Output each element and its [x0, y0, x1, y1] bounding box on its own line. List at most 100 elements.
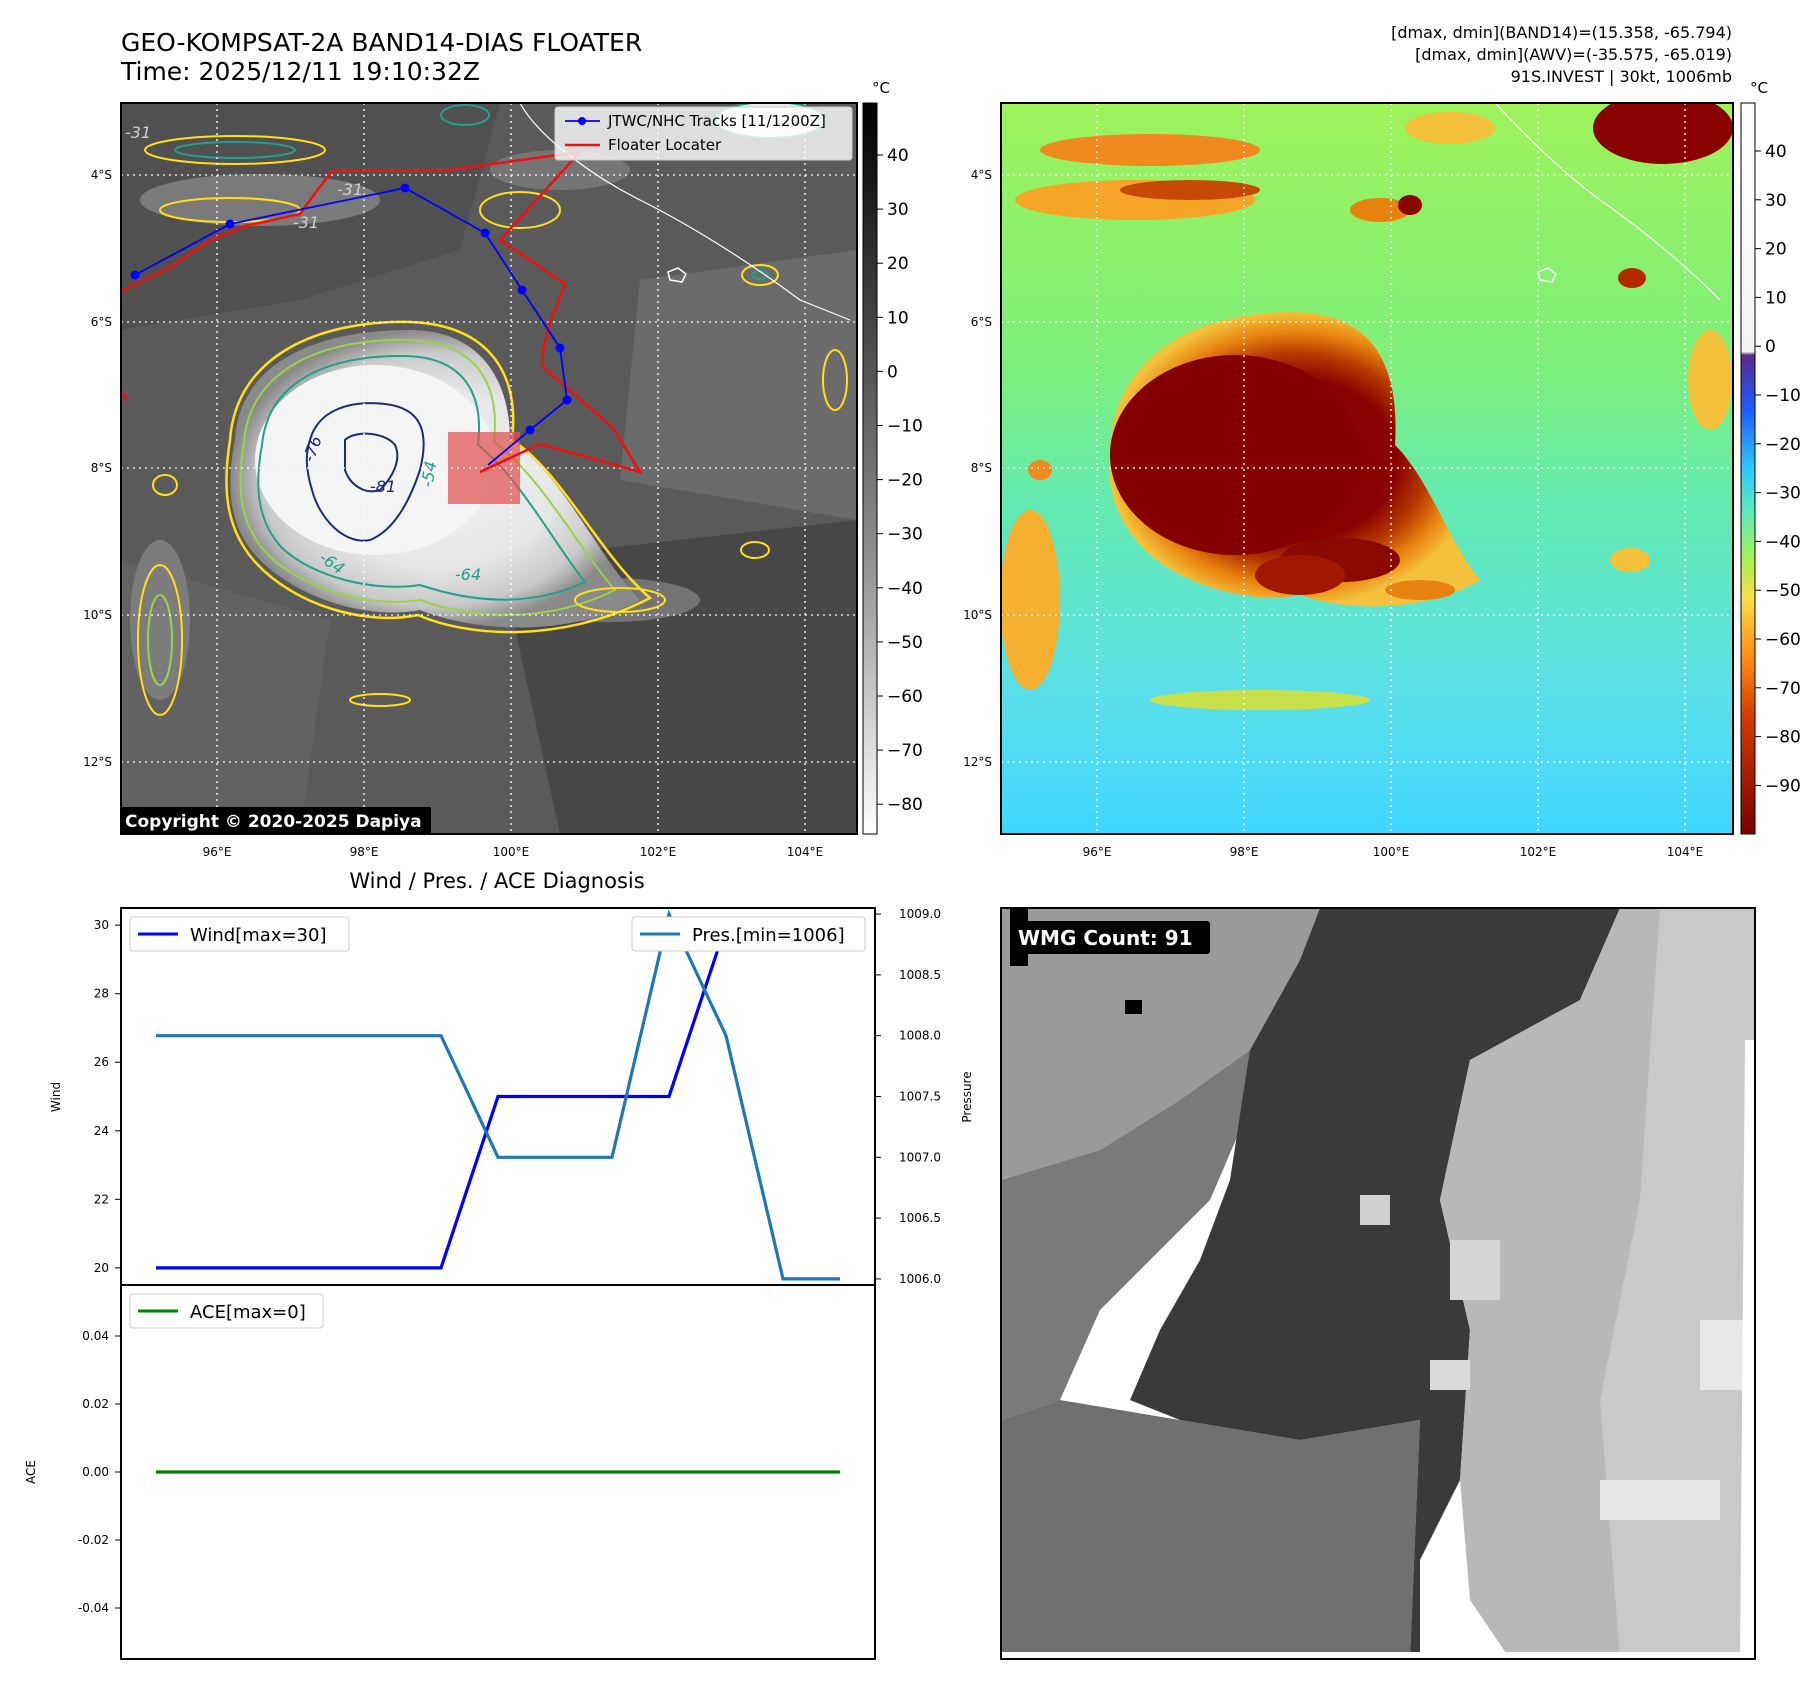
color-colorbar-tick: 20 — [1765, 240, 1787, 260]
info-line-1: [dmax, dmin](BAND14)=(15.358, -65.794) — [1391, 23, 1732, 42]
color-lat-labels: 4°S 6°S 8°S 10°S 12°S — [963, 168, 992, 769]
ace-tick-label: -0.02 — [78, 1533, 109, 1547]
floater-locater-path — [121, 150, 643, 475]
wind-tick-label: 28 — [94, 987, 109, 1001]
color-colorbar-tick: 10 — [1765, 288, 1787, 308]
wmg-count-label: WMG Count: 91 — [1018, 926, 1193, 950]
color-colorbar-tick: −80 — [1765, 728, 1801, 748]
ace-tick-label: 0.00 — [82, 1465, 109, 1479]
ir-colorbar-tick: −10 — [887, 417, 923, 437]
wind-tick-label: 26 — [94, 1055, 109, 1069]
legend-tracks: JTWC/NHC Tracks [11/1200Z] — [607, 112, 826, 130]
ir-colorbar-tick: −50 — [887, 633, 923, 653]
svg-text:104°E: 104°E — [1667, 845, 1704, 859]
ir-colorbar-tick: −70 — [887, 741, 923, 761]
color-enhanced-image — [1001, 103, 1733, 834]
ir-colorbar-tick: −80 — [887, 795, 923, 815]
ir-colorbar-unit: °C — [872, 79, 890, 97]
svg-text:98°E: 98°E — [1230, 845, 1259, 859]
wmg-image: WMG Count: 91 — [1001, 908, 1755, 1659]
pressure-tick-label: 1008.5 — [899, 968, 941, 982]
color-colorbar-unit: °C — [1750, 79, 1768, 97]
ir-colorbar-tick: −30 — [887, 525, 923, 545]
pressure-series-line — [156, 909, 840, 1281]
svg-text:100°E: 100°E — [493, 845, 530, 859]
contour-label: -54 — [417, 460, 440, 489]
ir-colorbar-tick: 0 — [887, 362, 898, 382]
ace-tick-label: -0.04 — [78, 1601, 109, 1615]
ir-satellite-image: -76 -81 -64 -64 -31 -31 -31 -54 — [121, 103, 857, 834]
wind-tick-label: 24 — [94, 1124, 109, 1138]
svg-text:Pres.[min=1006]: Pres.[min=1006] — [692, 925, 845, 946]
color-colorbar-tick: −10 — [1765, 386, 1801, 406]
contour-label: -31 — [125, 123, 151, 142]
color-colorbar-tick: −70 — [1765, 679, 1801, 699]
ir-lat-labels: 4°S 6°S 8°S 10°S 12°S — [83, 168, 112, 769]
svg-text:96°E: 96°E — [1083, 845, 1112, 859]
svg-text:10°S: 10°S — [963, 608, 992, 622]
color-colorbar-tick: 30 — [1765, 191, 1787, 211]
pressure-tick-label: 1006.0 — [899, 1272, 941, 1286]
copyright-box — [121, 807, 431, 834]
svg-text:4°S: 4°S — [971, 168, 992, 182]
color-colorbar-tick: −50 — [1765, 581, 1801, 601]
ir-colorbar-tick: 30 — [887, 200, 909, 220]
pressure-tick-label: 1008.0 — [899, 1029, 941, 1043]
contour-label: -81 — [370, 477, 396, 496]
svg-text:12°S: 12°S — [963, 755, 992, 769]
ir-satellite-panel: -76 -81 -64 -64 -31 -31 -31 -54 — [83, 79, 923, 859]
info-line-2: [dmax, dmin](AWV)=(-35.575, -65.019) — [1415, 45, 1732, 64]
ir-colorbar-tick: −60 — [887, 687, 923, 707]
svg-text:6°S: 6°S — [91, 315, 112, 329]
svg-text:6°S: 6°S — [971, 315, 992, 329]
contour-label: -64 — [455, 565, 481, 584]
ir-colorbar-tick: 40 — [887, 146, 909, 166]
wind-tick-label: 20 — [94, 1261, 109, 1275]
wind-axis-label: Wind — [49, 1082, 63, 1112]
svg-text:4°S: 4°S — [91, 168, 112, 182]
figure-time: Time: 2025/12/11 19:10:32Z — [120, 57, 480, 86]
svg-text:104°E: 104°E — [787, 845, 824, 859]
diagnosis-title: Wind / Pres. / ACE Diagnosis — [349, 869, 644, 893]
color-colorbar-tick: 40 — [1765, 142, 1787, 162]
svg-text:10°S: 10°S — [83, 608, 112, 622]
legend-wind: Wind[max=30] — [129, 916, 350, 952]
color-colorbar-tick: −90 — [1765, 776, 1801, 796]
pressure-tick-label: 1007.0 — [899, 1150, 941, 1164]
pressure-axis-label: Pressure — [960, 1071, 974, 1122]
legend-ace: ACE[max=0] — [129, 1293, 324, 1329]
svg-text:8°S: 8°S — [971, 461, 992, 475]
color-lon-labels: 96°E 98°E 100°E 102°E 104°E — [1083, 845, 1704, 859]
svg-text:96°E: 96°E — [203, 845, 232, 859]
ace-tick-label: 0.04 — [82, 1329, 109, 1343]
color-colorbar: °C 40 30 20 10 0 −10 −20 −30 −40 −50 −60 −70 −80 −90 — [1740, 79, 1801, 835]
copyright-text: Copyright © 2020-2025 Dapiya — [125, 812, 422, 832]
figure-title: GEO-KOMPSAT-2A BAND14-DIAS FLOATER — [121, 28, 642, 57]
wmg-frame — [1000, 907, 1756, 1660]
color-frame — [1000, 102, 1734, 835]
ace-tick-label: 0.02 — [82, 1397, 109, 1411]
wind-tick-label: 22 — [94, 1192, 109, 1206]
pressure-tick-label: 1009.0 — [899, 907, 941, 921]
ir-colorbar-tick: 20 — [887, 254, 909, 274]
legend-pressure: Pres.[min=1006] — [631, 916, 866, 952]
svg-text:Wind[max=30]: Wind[max=30] — [190, 925, 327, 946]
info-line-3: 91S.INVEST | 30kt, 1006mb — [1511, 67, 1732, 86]
svg-text:100°E: 100°E — [1373, 845, 1410, 859]
ir-colorbar-tick: 10 — [887, 308, 909, 328]
color-gridlines — [1001, 103, 1733, 834]
pressure-tick-label: 1006.5 — [899, 1211, 941, 1225]
svg-text:8°S: 8°S — [91, 461, 112, 475]
contour-label: -31 — [337, 180, 363, 199]
color-colorbar-tick: −60 — [1765, 630, 1801, 650]
ir-colorbar-tick: −40 — [887, 579, 923, 599]
color-enhanced-panel: 4°S 6°S 8°S 10°S 12°S 96°E 98°E 100°E 10… — [963, 79, 1801, 859]
color-colorbar-tick: −20 — [1765, 435, 1801, 455]
pressure-tick-label: 1007.5 — [899, 1090, 941, 1104]
svg-text:ACE[max=0]: ACE[max=0] — [190, 1302, 306, 1323]
ir-colorbar: °C 40 30 20 10 0 −10 −20 −30 −40 −50 −60 −70 −80 — [862, 79, 923, 835]
wmg-panel: WMG Count: 91 — [1000, 907, 1756, 1660]
color-colorbar-tick: −40 — [1765, 532, 1801, 552]
